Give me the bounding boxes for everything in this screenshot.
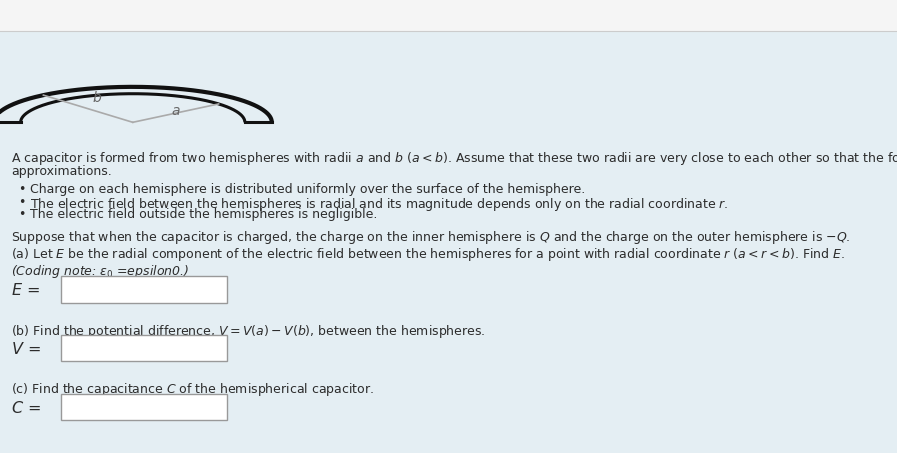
Text: (Coding note: $\epsilon_0$ =epsilon0.): (Coding note: $\epsilon_0$ =epsilon0.) <box>11 263 189 280</box>
Text: The electric field between the hemispheres is radial and its magnitude depends o: The electric field between the hemispher… <box>30 196 729 213</box>
Text: A capacitor is formed from two hemispheres with radii $\mathit{a}$ and $\mathit{: A capacitor is formed from two hemispher… <box>11 150 897 168</box>
Text: $a$: $a$ <box>171 104 180 118</box>
Text: •: • <box>18 208 25 222</box>
Text: $V\,=$: $V\,=$ <box>11 341 41 357</box>
Text: •: • <box>18 183 25 196</box>
Text: •: • <box>18 196 25 209</box>
Bar <box>0 0 897 31</box>
Bar <box>61 276 227 303</box>
Text: $b$: $b$ <box>91 90 102 105</box>
Text: $E\,=$: $E\,=$ <box>11 282 40 298</box>
Text: Suppose that when the capacitor is charged, the charge on the inner hemisphere i: Suppose that when the capacitor is charg… <box>11 229 850 246</box>
Text: (c) Find the capacitance $\mathit{C}$ of the hemispherical capacitor.: (c) Find the capacitance $\mathit{C}$ of… <box>11 381 374 399</box>
Text: $C\,=$: $C\,=$ <box>11 400 41 415</box>
Bar <box>61 335 227 361</box>
Text: Charge on each hemisphere is distributed uniformly over the surface of the hemis: Charge on each hemisphere is distributed… <box>30 183 586 196</box>
Text: (a) Let $\mathit{E}$ be the radial component of the electric field between the h: (a) Let $\mathit{E}$ be the radial compo… <box>11 246 845 263</box>
Text: The electric field outside the hemispheres is negligible.: The electric field outside the hemispher… <box>30 208 378 222</box>
Bar <box>61 394 227 420</box>
Text: approximations.: approximations. <box>11 165 111 178</box>
Text: (b) Find the potential difference, $\mathit{V} = \mathit{V}(\mathit{a}) - \mathi: (b) Find the potential difference, $\mat… <box>11 323 485 340</box>
